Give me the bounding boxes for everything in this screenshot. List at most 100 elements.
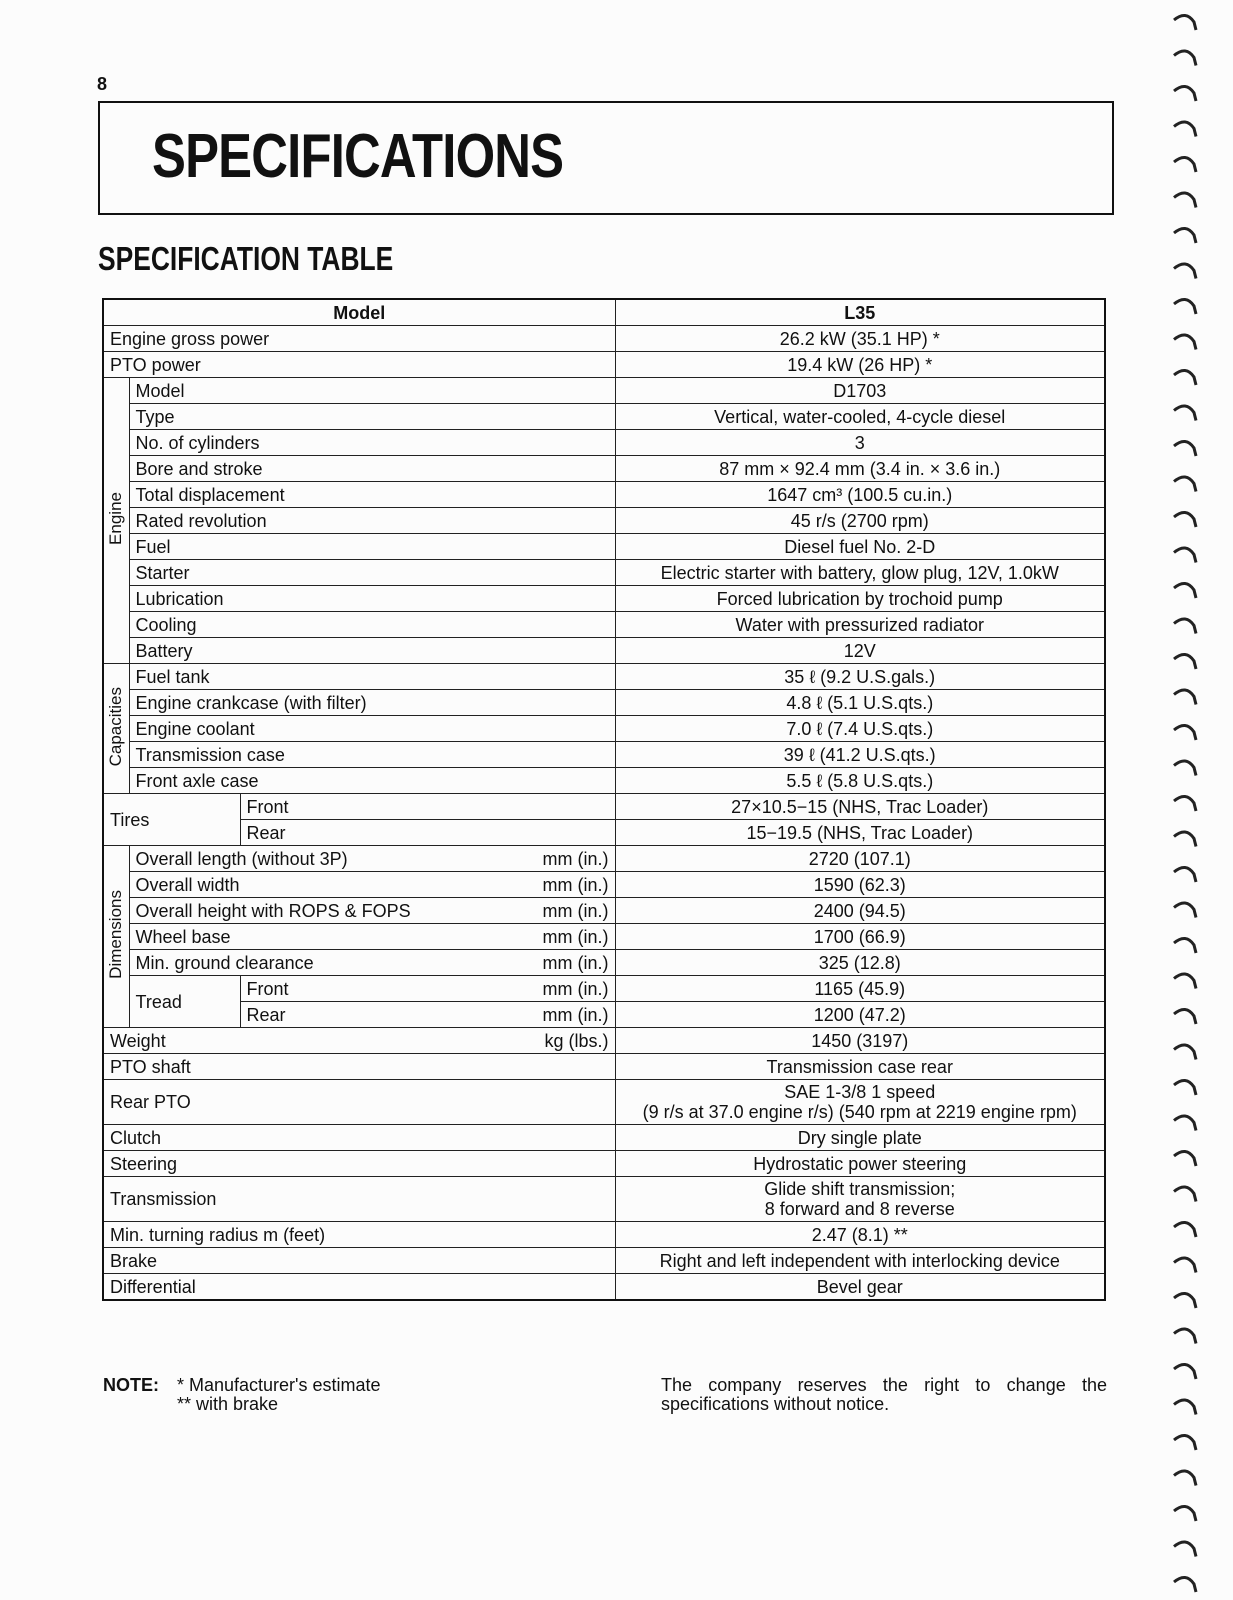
table-row: Engine crankcase (with filter) 4.8 ℓ (5.1… bbox=[103, 689, 1106, 716]
spiral-ring bbox=[1173, 582, 1198, 599]
row-value: Glide shift transmission; 8 forward and … bbox=[614, 1176, 1106, 1222]
row-value: Right and left independent with interloc… bbox=[614, 1247, 1106, 1274]
spiral-ring bbox=[1173, 937, 1198, 954]
row-label: Rear bbox=[239, 1001, 523, 1028]
table-row: Bore and stroke 87 mm × 92.4 mm (3.4 in. … bbox=[103, 455, 1106, 482]
row-value: Water with pressurized radiator bbox=[614, 611, 1106, 638]
tread-label: Tread bbox=[128, 975, 241, 1028]
row-label: Transmission bbox=[102, 1176, 616, 1222]
group-label-text: Engine bbox=[106, 492, 126, 545]
row-value: 87 mm × 92.4 mm (3.4 in. × 3.6 in.) bbox=[614, 455, 1106, 482]
table-row: Engine Model D1703 bbox=[102, 377, 1106, 664]
row-label: Weight bbox=[102, 1027, 523, 1054]
row-label: Engine crankcase (with filter) bbox=[128, 689, 616, 716]
page-number: 8 bbox=[97, 74, 108, 94]
table-row: Tread Front mm (in.) 1165 (45.9) bbox=[103, 975, 1106, 1028]
spiral-ring bbox=[1173, 49, 1198, 66]
group-label-text: Capacities bbox=[106, 686, 126, 767]
row-value: 35 ℓ (9.2 U.S.gals.) bbox=[614, 663, 1106, 690]
spiral-ring bbox=[1173, 298, 1198, 315]
table-row: Rear mm (in.) 1200 (47.2) bbox=[103, 1001, 1106, 1028]
spiral-ring bbox=[1173, 1292, 1198, 1309]
table-row: Clutch Dry single plate bbox=[102, 1124, 1106, 1151]
row-value: SAE 1-3/8 1 speed (9 r/s at 37.0 engine … bbox=[614, 1079, 1106, 1125]
row-value: 45 r/s (2700 rpm) bbox=[614, 507, 1106, 534]
note-label: NOTE: bbox=[103, 1375, 159, 1395]
row-value: Dry single plate bbox=[614, 1124, 1106, 1151]
disclaimer: The company reserves the right to change… bbox=[661, 1375, 1107, 1414]
notes: NOTE: * Manufacturer's estimate ** with … bbox=[103, 1376, 381, 1414]
table-row: Rated revolution 45 r/s (2700 rpm) bbox=[103, 507, 1106, 534]
spiral-ring bbox=[1173, 1363, 1198, 1380]
spiral-ring bbox=[1173, 475, 1198, 492]
row-label: Overall length (without 3P) bbox=[128, 845, 523, 872]
spiral-binding bbox=[1173, 14, 1198, 1593]
row-label: PTO power bbox=[102, 351, 616, 378]
row-value: Transmission case rear bbox=[614, 1053, 1106, 1080]
row-label: Fuel bbox=[128, 533, 616, 560]
spiral-ring bbox=[1173, 156, 1198, 173]
table-row: No. of cylinders 3 bbox=[103, 429, 1106, 456]
table-row: Capacities Fuel tank 35 ℓ (9.2 U.S.gals.) bbox=[102, 663, 1106, 794]
spiral-ring bbox=[1173, 972, 1198, 989]
row-value: 26.2 kW (35.1 HP) * bbox=[614, 325, 1106, 352]
row-label: Rated revolution bbox=[128, 507, 616, 534]
spiral-ring bbox=[1173, 1434, 1198, 1451]
row-label: Min. ground clearance bbox=[128, 949, 523, 976]
spiral-ring bbox=[1173, 511, 1198, 528]
row-value: 39 ℓ (41.2 U.S.qts.) bbox=[614, 741, 1106, 768]
spiral-ring bbox=[1173, 1079, 1198, 1096]
row-label: Overall height with ROPS & FOPS bbox=[128, 897, 523, 924]
row-label: Rear bbox=[239, 819, 616, 846]
spiral-ring bbox=[1173, 1008, 1198, 1025]
row-label: Model bbox=[128, 377, 616, 404]
specification-table: Model L35 Engine gross power 26.2 kW (35.1 … bbox=[102, 298, 1106, 1301]
tires-label: Tires bbox=[102, 793, 241, 846]
table-row: Fuel Diesel fuel No. 2-D bbox=[103, 533, 1106, 560]
spiral-ring bbox=[1173, 1256, 1198, 1273]
spiral-ring bbox=[1173, 1327, 1198, 1344]
table-row: Starter Electric starter with battery, gl… bbox=[103, 559, 1106, 586]
spiral-ring bbox=[1173, 901, 1198, 918]
spiral-ring bbox=[1173, 1114, 1198, 1131]
spiral-ring bbox=[1173, 688, 1198, 705]
row-label: Front axle case bbox=[128, 767, 616, 794]
spiral-ring bbox=[1173, 830, 1198, 847]
table-row: Engine gross power 26.2 kW (35.1 HP) * bbox=[102, 325, 1106, 352]
table-row: Rear PTO SAE 1-3/8 1 speed (9 r/s at 37.0… bbox=[102, 1079, 1106, 1125]
spiral-ring bbox=[1173, 227, 1198, 244]
row-unit: mm (in.) bbox=[522, 1001, 616, 1028]
row-label: Steering bbox=[102, 1150, 616, 1177]
row-value: 1450 (3197) bbox=[614, 1027, 1106, 1054]
spiral-ring bbox=[1173, 1043, 1198, 1060]
spiral-ring bbox=[1173, 795, 1198, 812]
spiral-ring bbox=[1173, 85, 1198, 102]
row-value: 15−19.5 (NHS, Trac Loader) bbox=[614, 819, 1106, 846]
row-label: Transmission case bbox=[128, 741, 616, 768]
row-label: Type bbox=[128, 403, 616, 430]
row-label: Wheel base bbox=[128, 923, 523, 950]
group-label-text: Dimensions bbox=[106, 890, 126, 979]
row-label: Front bbox=[239, 975, 523, 1002]
row-value: 5.5 ℓ (5.8 U.S.qts.) bbox=[614, 767, 1106, 794]
row-label: Min. turning radius m (feet) bbox=[102, 1221, 616, 1248]
spiral-ring bbox=[1173, 1469, 1198, 1486]
row-label: Engine gross power bbox=[102, 325, 616, 352]
row-label: Cooling bbox=[128, 611, 616, 638]
row-label: Differential bbox=[102, 1273, 616, 1301]
group-label: Capacities bbox=[102, 663, 130, 794]
row-value: 4.8 ℓ (5.1 U.S.qts.) bbox=[614, 689, 1106, 716]
row-label: Starter bbox=[128, 559, 616, 586]
table-row: Model L35 bbox=[102, 298, 1106, 326]
spiral-ring bbox=[1173, 440, 1198, 457]
row-value: 7.0 ℓ (7.4 U.S.qts.) bbox=[614, 715, 1106, 742]
row-unit: kg (lbs.) bbox=[522, 1027, 616, 1054]
spiral-ring bbox=[1173, 617, 1198, 634]
row-value: Electric starter with battery, glow plug… bbox=[614, 559, 1106, 586]
column-header-value: L35 bbox=[614, 298, 1106, 326]
spiral-ring bbox=[1173, 1398, 1198, 1415]
table-row: Front axle case 5.5 ℓ (5.8 U.S.qts.) bbox=[103, 767, 1106, 794]
table-row: Battery 12V bbox=[103, 637, 1106, 664]
row-value: 1200 (47.2) bbox=[614, 1001, 1106, 1028]
row-label: Fuel tank bbox=[128, 663, 616, 690]
